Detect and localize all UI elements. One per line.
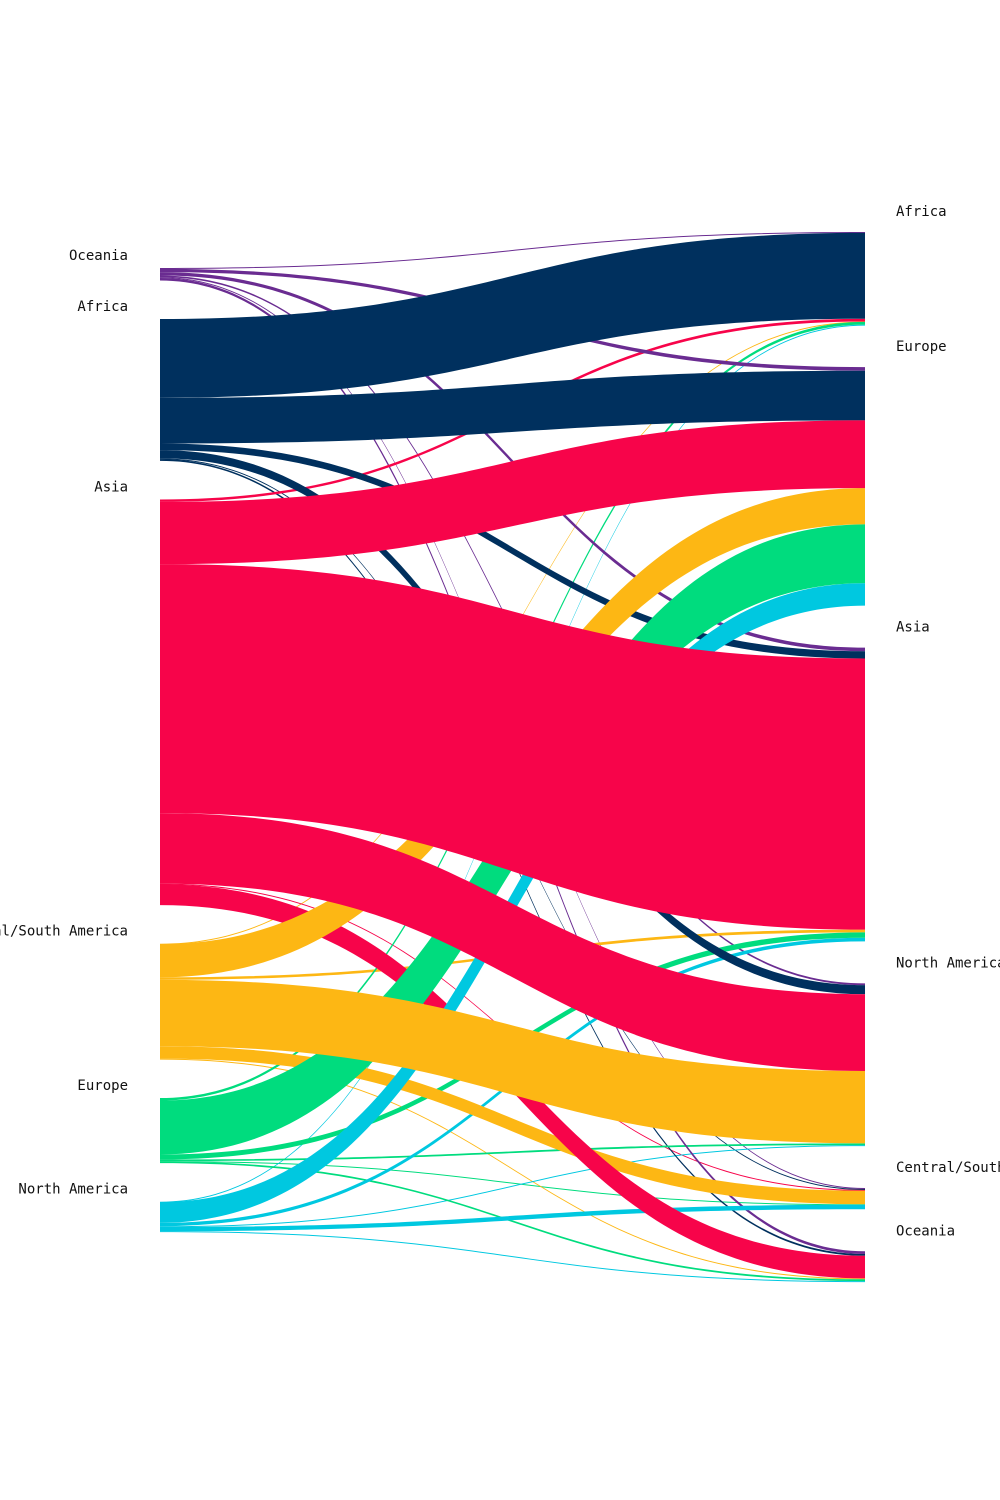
flow-europe-to-csa (160, 1161, 865, 1206)
flow-africa-to-europe (160, 370, 865, 444)
flow-csa-to-oceania (160, 1058, 865, 1280)
flow-oceania-to-africa (160, 232, 865, 269)
flow-africa-to-asia (160, 443, 865, 659)
flow-africa-to-africa (160, 232, 865, 398)
flow-layer (160, 232, 865, 1283)
flow-europe-to-namerica (160, 1143, 865, 1162)
left-node-label-namerica: North America (18, 1182, 128, 1198)
flow-asia-to-asia (160, 564, 865, 930)
right-node-label-oceania: Oceania (896, 1223, 955, 1239)
flow-asia-to-namerica (160, 813, 865, 1072)
flow-asia-to-europe (160, 420, 865, 565)
flow-namerica-to-oceania (160, 1231, 865, 1283)
flow-europe-to-oceania (160, 1161, 865, 1282)
left-node-label-csa: Central/South America (0, 924, 128, 940)
left-node-label-asia: Asia (94, 479, 128, 495)
flow-csa-to-csa (160, 1046, 865, 1205)
right-node-label-namerica: North America (896, 955, 1000, 971)
flow-namerica-to-europe (160, 583, 865, 1223)
flow-csa-to-namerica (160, 979, 865, 1144)
flow-namerica-to-namerica (160, 1145, 865, 1228)
right-node-label-europe: Europe (896, 339, 947, 355)
left-node-label-oceania: Oceania (69, 248, 128, 264)
left-node-label-africa: Africa (77, 299, 128, 315)
right-node-label-asia: Asia (896, 620, 930, 636)
label-layer: Oceania Africa Asia Central/South America Eu… (0, 204, 1000, 1239)
right-node-label-africa: Africa (896, 204, 947, 220)
right-node-label-csa: Central/South America (896, 1160, 1000, 1176)
flow-namerica-to-csa (160, 1204, 865, 1232)
left-node-label-europe: Europe (77, 1078, 128, 1094)
